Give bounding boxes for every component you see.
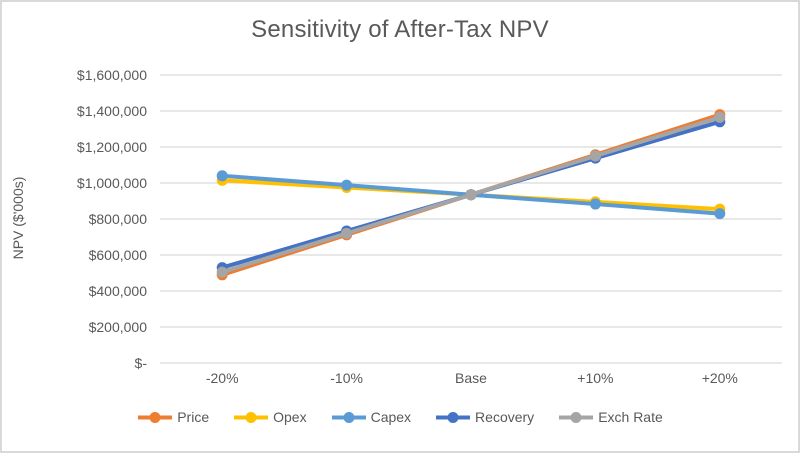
y-tick-label: $1,000,000 <box>76 175 147 191</box>
legend-label: Capex <box>370 409 412 425</box>
x-tick-label: -10% <box>330 370 363 386</box>
y-tick-label: $1,200,000 <box>76 139 147 155</box>
y-tick-label: $400,000 <box>88 283 147 299</box>
legend-label: Recovery <box>475 409 535 425</box>
data-point-capex--10- <box>341 179 353 191</box>
legend-label: Price <box>177 409 210 425</box>
y-tick-label: $1,600,000 <box>76 67 147 83</box>
legend-item-capex[interactable]: Capex <box>331 409 411 425</box>
x-tick-label: +20% <box>701 370 738 386</box>
data-point-exch-rate--10- <box>589 150 601 162</box>
data-point-exch-rate--10- <box>341 227 353 239</box>
y-tick-label: $800,000 <box>88 211 147 227</box>
legend-marker-icon <box>436 411 471 423</box>
chart-title: Sensitivity of After-Tax NPV <box>251 16 549 43</box>
data-point-capex--20- <box>714 208 726 220</box>
y-tick-label: $1,400,000 <box>76 103 147 119</box>
y-tick-label: $200,000 <box>88 319 147 335</box>
y-tick-label: $600,000 <box>88 247 147 263</box>
data-point-exch-rate--20- <box>216 266 228 278</box>
legend-item-recovery[interactable]: Recovery <box>435 409 534 425</box>
legend-marker-icon <box>559 411 594 423</box>
chart-legend: Price Opex Capex Recovery Exch Rate <box>2 409 798 425</box>
data-point-exch-rate--20- <box>714 111 726 123</box>
legend-item-exch-rate[interactable]: Exch Rate <box>558 409 663 425</box>
data-point-exch-rate-base <box>465 189 477 201</box>
legend-dot <box>343 411 355 423</box>
legend-marker-icon <box>331 411 366 423</box>
legend-item-price[interactable]: Price <box>137 409 209 425</box>
legend-dot <box>570 411 582 423</box>
legend-item-opex[interactable]: Opex <box>233 409 307 425</box>
x-tick-label: -20% <box>205 370 239 386</box>
data-point-capex--10- <box>589 198 601 210</box>
legend-dot <box>447 411 459 423</box>
legend-marker-icon <box>234 411 269 423</box>
legend-dot <box>245 411 257 423</box>
y-tick-label: $- <box>134 355 147 371</box>
legend-label: Exch Rate <box>598 409 663 425</box>
data-point-capex--20- <box>216 170 228 182</box>
x-tick-label: +10% <box>577 370 614 386</box>
legend-dot <box>149 411 161 423</box>
x-tick-label: Base <box>455 370 487 386</box>
legend-label: Opex <box>273 409 307 425</box>
legend-marker-icon <box>138 411 173 423</box>
